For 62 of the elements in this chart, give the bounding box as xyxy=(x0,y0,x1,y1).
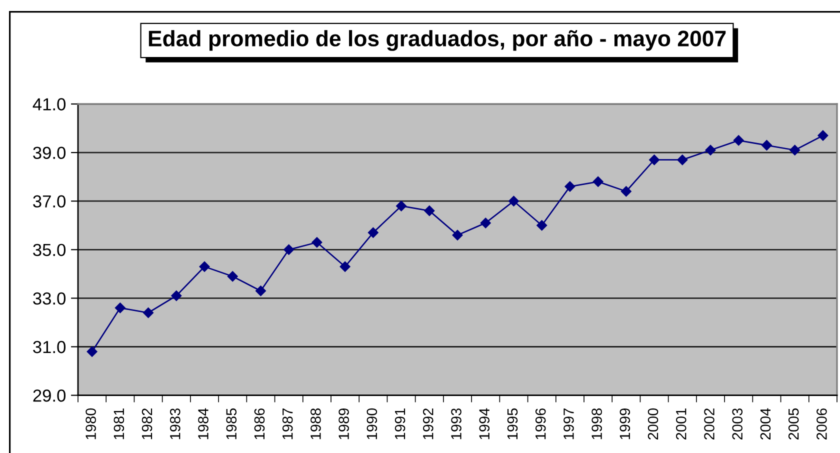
point xyxy=(480,218,491,228)
x-tick-label: 1987 xyxy=(282,408,293,440)
x-tick-label: 2003 xyxy=(732,408,743,440)
point xyxy=(762,140,772,150)
y-tick-label: 31.0 xyxy=(33,340,66,354)
x-tick-label: 2000 xyxy=(648,408,658,440)
x-tick-label: 1999 xyxy=(620,408,630,440)
point xyxy=(171,290,182,301)
point xyxy=(564,181,576,192)
point xyxy=(256,286,266,296)
point xyxy=(143,308,154,318)
x-tick-label: 1982 xyxy=(142,408,152,440)
chart-title: Edad promedio de los graduados, por año - mayo 2007 xyxy=(148,30,726,51)
point xyxy=(649,154,660,166)
y-tick-label: 33.0 xyxy=(33,292,66,305)
x-tick-label: 1996 xyxy=(535,408,546,440)
point xyxy=(452,230,463,240)
point xyxy=(818,130,828,141)
x-tick-label: 1990 xyxy=(366,408,378,440)
y-tick-label: 35.0 xyxy=(33,244,66,256)
point xyxy=(508,196,519,206)
point xyxy=(199,261,210,272)
x-tick-label: 1997 xyxy=(564,408,574,440)
x-tick-label: 2005 xyxy=(788,408,799,440)
y-tick-label: 39.0 xyxy=(33,146,66,160)
x-tick-label: 1984 xyxy=(198,408,208,440)
point xyxy=(424,206,435,216)
point xyxy=(227,271,238,282)
x-tick-label: 1985 xyxy=(226,408,237,440)
point xyxy=(396,200,406,212)
point xyxy=(114,302,126,314)
point xyxy=(312,237,322,248)
x-tick-label: 1988 xyxy=(310,408,321,440)
x-tick-label: 1981 xyxy=(114,408,124,440)
point xyxy=(790,144,800,156)
y-tick-label: 29.0 xyxy=(33,389,66,402)
x-tick-label: 1998 xyxy=(592,408,602,440)
x-tick-label: 1994 xyxy=(479,408,490,440)
x-tick-label: 1993 xyxy=(451,408,462,440)
x-tick-label: 2004 xyxy=(760,408,771,440)
point xyxy=(733,135,744,146)
point xyxy=(340,261,350,272)
y-tick-label: 37.0 xyxy=(33,195,66,208)
x-tick-label: 1995 xyxy=(507,408,518,440)
x-tick-label: 1980 xyxy=(86,408,96,440)
x-tick-label: 1991 xyxy=(394,408,406,440)
point xyxy=(284,244,294,255)
point xyxy=(592,176,604,187)
x-tick-label: 1986 xyxy=(254,408,265,440)
x-tick-label: 2002 xyxy=(704,408,714,440)
point xyxy=(368,227,378,238)
x-tick-label: 2001 xyxy=(676,408,686,440)
x-tick-label: 1992 xyxy=(422,408,434,440)
x-tick-label: 1989 xyxy=(338,408,349,440)
point xyxy=(705,144,716,156)
point xyxy=(86,346,98,357)
x-tick-label: 1983 xyxy=(170,408,180,440)
point xyxy=(677,154,688,166)
point xyxy=(536,220,548,231)
x-tick-label: 2006 xyxy=(816,408,827,440)
y-tick-label: 41.0 xyxy=(32,98,66,110)
point xyxy=(620,186,632,197)
